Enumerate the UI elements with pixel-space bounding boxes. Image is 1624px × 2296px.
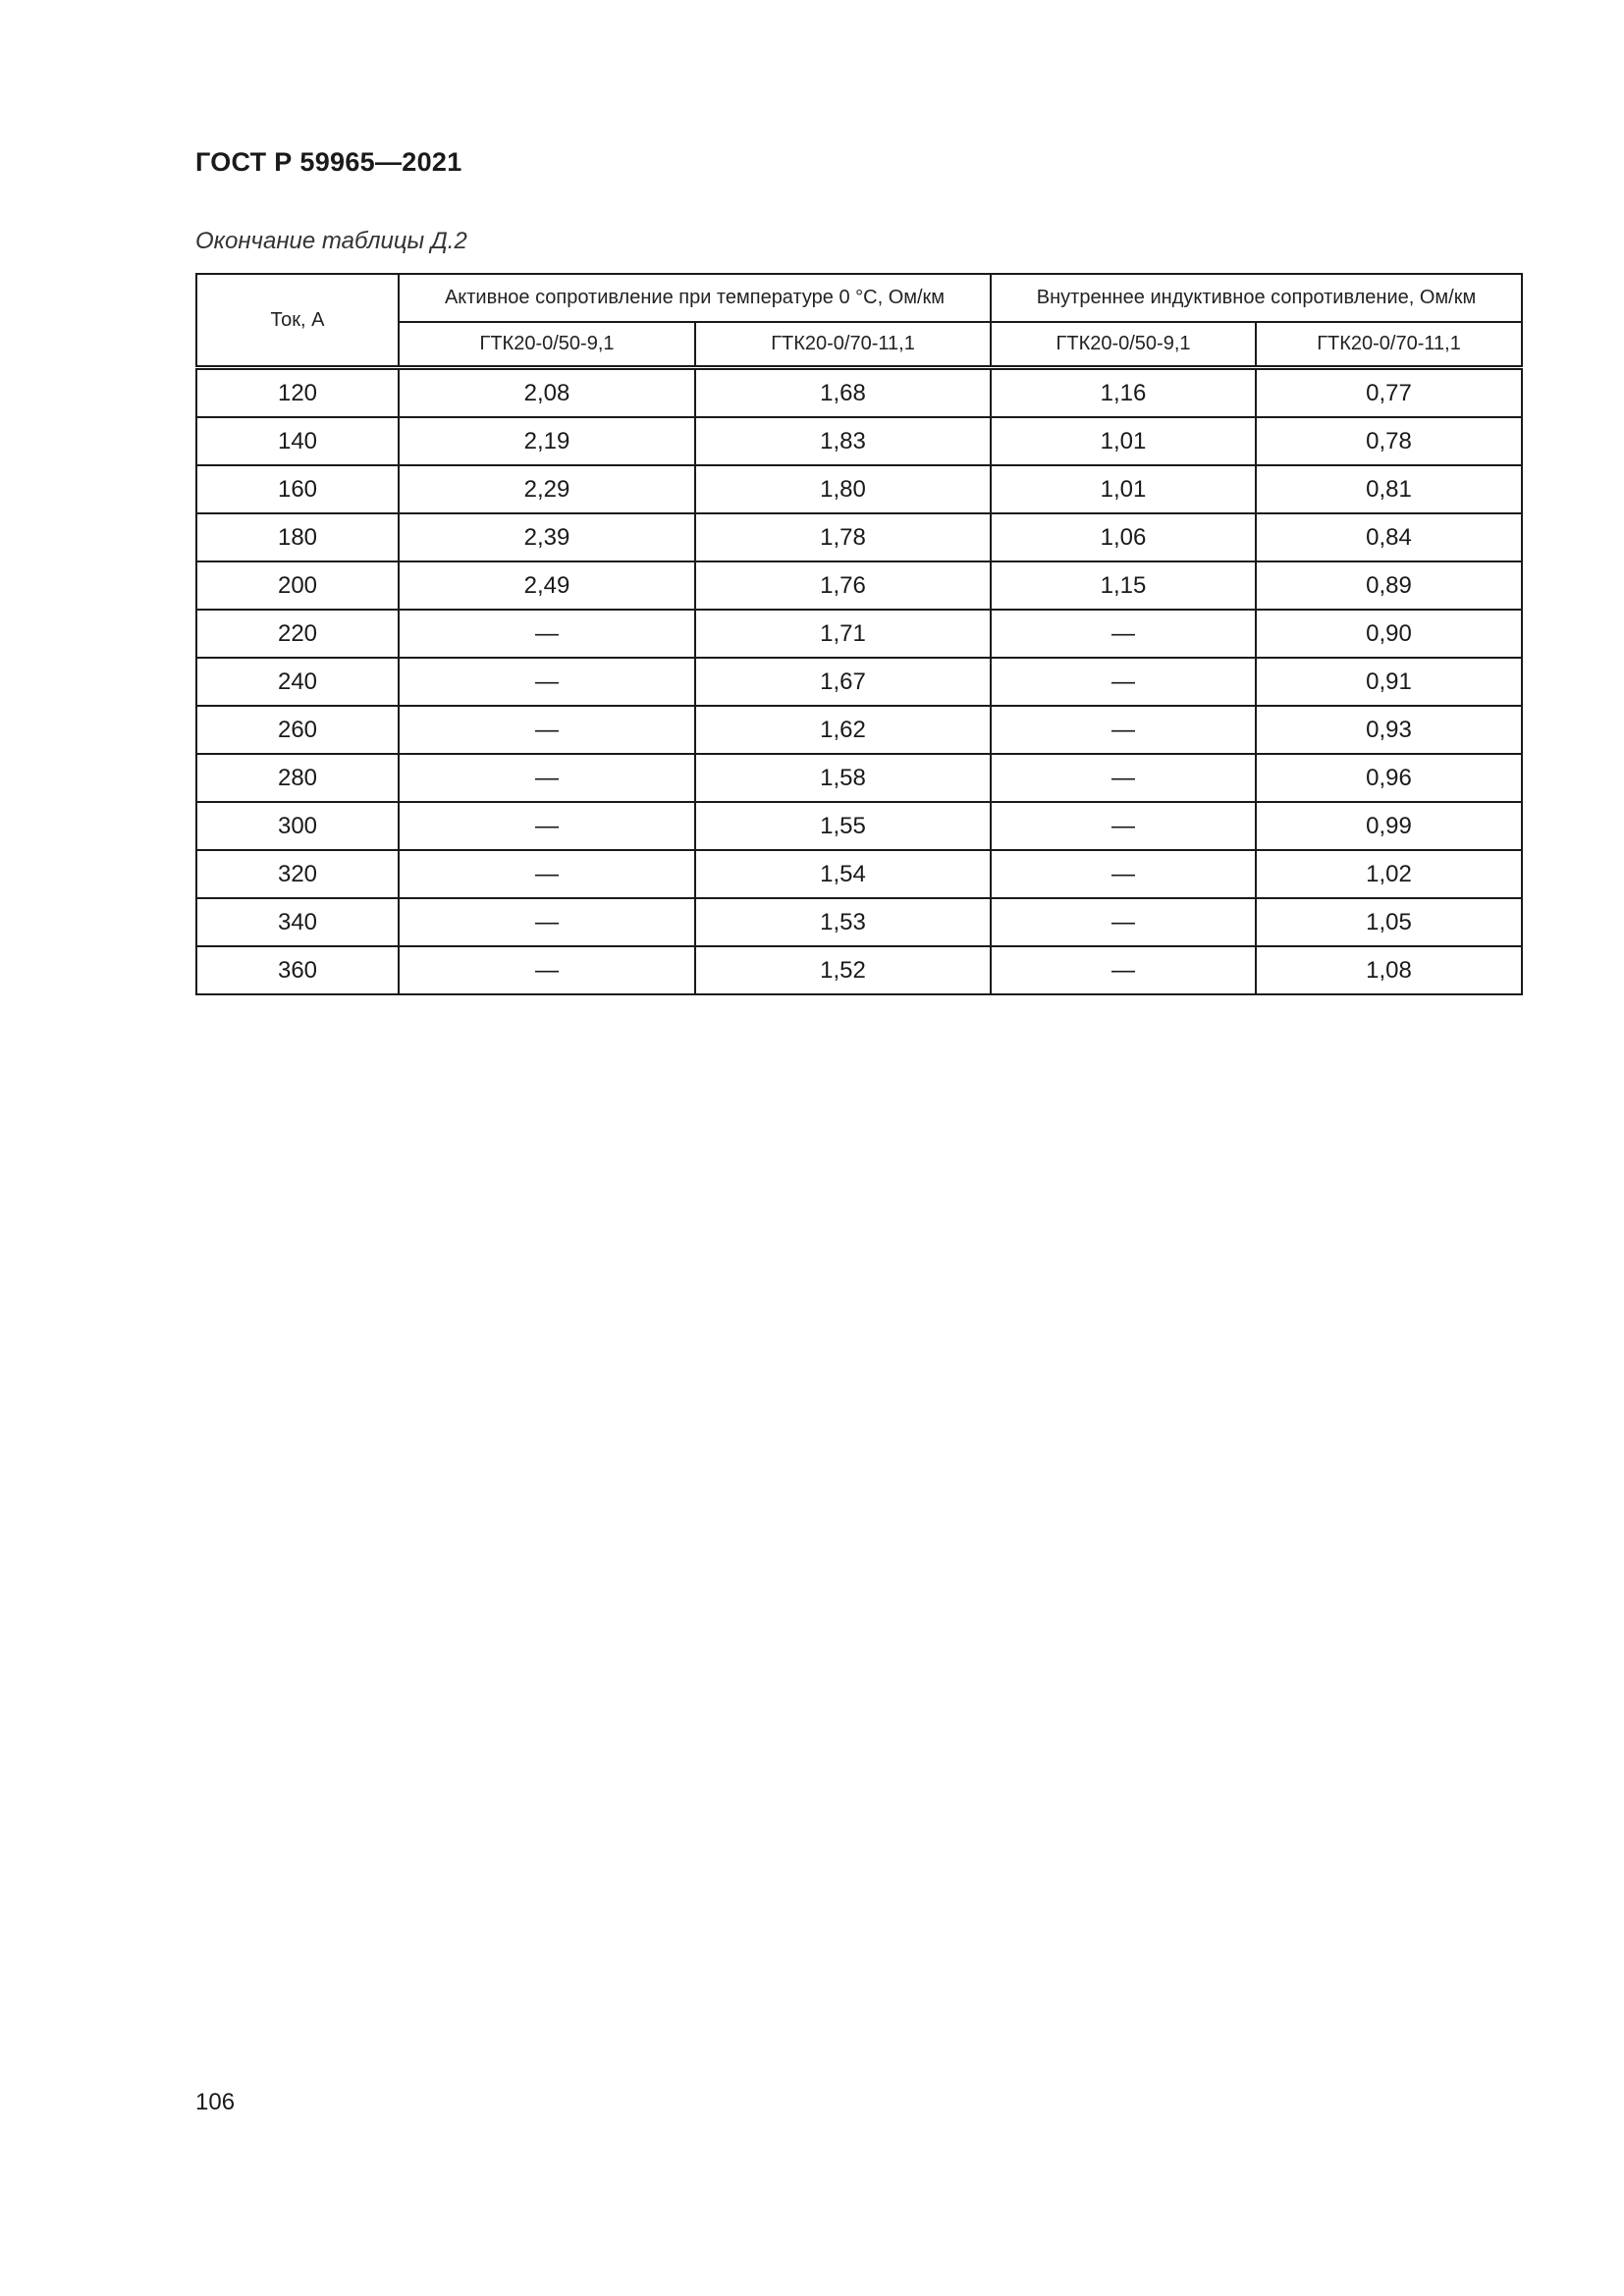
value-cell: 0,91: [1255, 657, 1524, 707]
current-cell: 280: [195, 753, 400, 803]
value-cell: 2,49: [398, 561, 696, 611]
current-cell: 160: [195, 464, 400, 514]
value-cell: 1,55: [693, 801, 993, 851]
value-cell: 1,67: [693, 657, 993, 707]
value-cell: —: [990, 849, 1258, 899]
value-cell: 0,90: [1255, 609, 1524, 659]
table-row: 180 2,39 1,78 1,06 0,84: [195, 512, 1524, 562]
value-cell: 2,29: [398, 464, 696, 514]
table-row: 120 2,08 1,68 1,16 0,77: [195, 366, 1524, 418]
subheader: ГТК20-0/70-11,1: [1255, 321, 1524, 370]
value-cell: —: [398, 609, 696, 659]
value-cell: 2,19: [398, 416, 696, 466]
value-cell: 1,62: [693, 705, 993, 755]
value-cell: —: [990, 897, 1258, 947]
data-table: Ток, А Активное сопротивление при темпер…: [195, 273, 1524, 995]
current-cell: 240: [195, 657, 400, 707]
value-cell: —: [398, 849, 696, 899]
subheader: ГТК20-0/70-11,1: [693, 321, 993, 370]
table-row: 280—1,58—0,96: [195, 753, 1524, 803]
value-cell: 1,76: [693, 561, 993, 611]
table-row: 140 2,19 1,83 1,01 0,78: [195, 416, 1524, 466]
value-cell: 1,53: [693, 897, 993, 947]
header-current: Ток, А: [195, 273, 400, 370]
value-cell: —: [990, 945, 1258, 995]
value-cell: 1,68: [693, 366, 993, 418]
current-cell: 180: [195, 512, 400, 562]
value-cell: —: [398, 897, 696, 947]
value-cell: 1,78: [693, 512, 993, 562]
value-cell: 0,96: [1255, 753, 1524, 803]
table-row: 340—1,53—1,05: [195, 897, 1524, 947]
value-cell: 1,15: [990, 561, 1258, 611]
value-cell: 1,01: [990, 464, 1258, 514]
value-cell: 2,39: [398, 512, 696, 562]
current-cell: 140: [195, 416, 400, 466]
value-cell: 0,99: [1255, 801, 1524, 851]
table-row: 240—1,67—0,91: [195, 657, 1524, 707]
value-cell: —: [398, 945, 696, 995]
value-cell: —: [398, 705, 696, 755]
value-cell: —: [398, 753, 696, 803]
page-number: 106: [195, 2089, 236, 2115]
header-inductive-resistance: Внутреннее индуктивное сопротивление, Ом…: [990, 273, 1524, 323]
current-cell: 320: [195, 849, 400, 899]
value-cell: 1,05: [1255, 897, 1524, 947]
value-cell: 0,78: [1255, 416, 1524, 466]
current-cell: 220: [195, 609, 400, 659]
subheader: ГТК20-0/50-9,1: [398, 321, 696, 370]
value-cell: 1,06: [990, 512, 1258, 562]
table-body: 120 2,08 1,68 1,16 0,77 140 2,19 1,83 1,01 0,78 16…: [195, 366, 1524, 995]
value-cell: 1,16: [990, 366, 1258, 418]
current-cell: 360: [195, 945, 400, 995]
table-row: 260—1,62—0,93: [195, 705, 1524, 755]
value-cell: —: [990, 753, 1258, 803]
table-caption: Окончание таблицы Д.2: [195, 228, 467, 254]
value-cell: —: [398, 801, 696, 851]
table-row: 220—1,71—0,90: [195, 609, 1524, 659]
value-cell: 1,71: [693, 609, 993, 659]
value-cell: —: [398, 657, 696, 707]
current-cell: 260: [195, 705, 400, 755]
value-cell: 0,84: [1255, 512, 1524, 562]
current-cell: 300: [195, 801, 400, 851]
value-cell: —: [990, 609, 1258, 659]
value-cell: 1,54: [693, 849, 993, 899]
value-cell: 1,52: [693, 945, 993, 995]
table-row: 160 2,29 1,80 1,01 0,81: [195, 464, 1524, 514]
document-title: ГОСТ Р 59965—2021: [195, 147, 462, 177]
current-cell: 200: [195, 561, 400, 611]
value-cell: —: [990, 657, 1258, 707]
value-cell: —: [990, 801, 1258, 851]
current-cell: 120: [195, 366, 400, 418]
value-cell: 0,93: [1255, 705, 1524, 755]
value-cell: —: [990, 705, 1258, 755]
value-cell: 1,02: [1255, 849, 1524, 899]
subheader: ГТК20-0/50-9,1: [990, 321, 1258, 370]
value-cell: 1,58: [693, 753, 993, 803]
value-cell: 0,77: [1255, 366, 1524, 418]
table-row: 300—1,55—0,99: [195, 801, 1524, 851]
current-cell: 340: [195, 897, 400, 947]
table-row: 200 2,49 1,76 1,15 0,89: [195, 561, 1524, 611]
value-cell: 1,01: [990, 416, 1258, 466]
value-cell: 1,80: [693, 464, 993, 514]
value-cell: 0,81: [1255, 464, 1524, 514]
value-cell: 2,08: [398, 366, 696, 418]
table-row: 360—1,52—1,08: [195, 945, 1524, 995]
value-cell: 1,08: [1255, 945, 1524, 995]
table-row: 320—1,54—1,02: [195, 849, 1524, 899]
value-cell: 0,89: [1255, 561, 1524, 611]
header-active-resistance: Активное сопротивление при температуре 0…: [397, 273, 993, 323]
value-cell: 1,83: [693, 416, 993, 466]
